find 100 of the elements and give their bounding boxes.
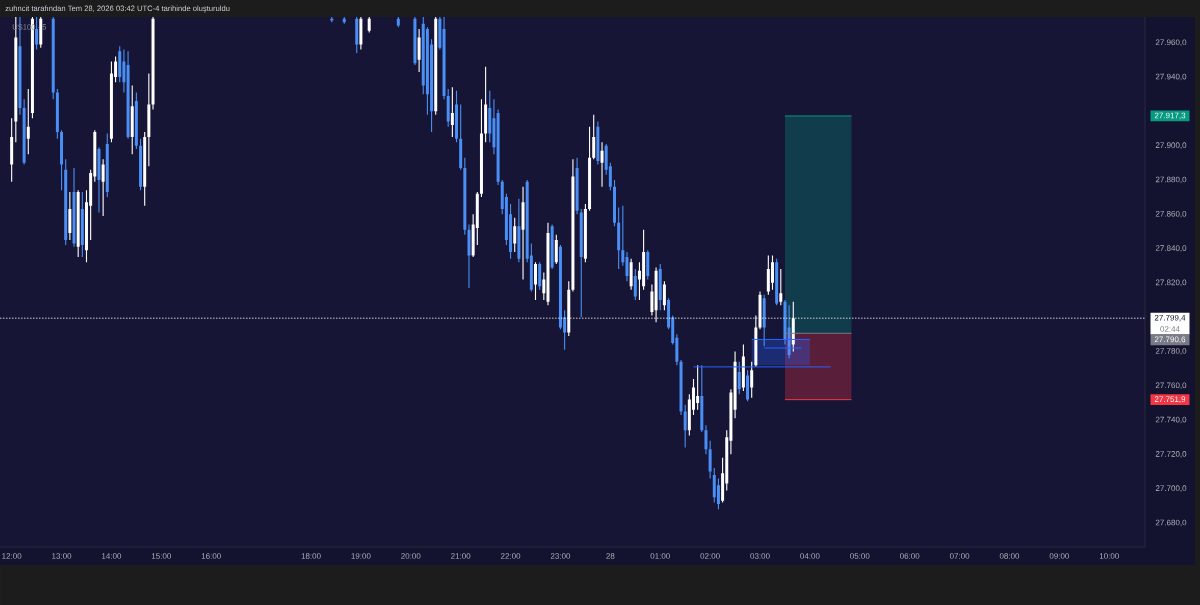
candlestick — [762, 294, 766, 347]
candlestick — [130, 85, 134, 155]
candlestick — [583, 203, 587, 263]
candlestick — [76, 190, 80, 258]
x-tick-label: 23:00 — [550, 553, 571, 559]
y-tick-label: 27.960,0 — [1155, 39, 1187, 47]
candlestick — [775, 258, 779, 306]
y-tick-label: 27.900,0 — [1155, 142, 1187, 149]
x-tick-label: 15:00 — [151, 553, 172, 559]
candlestick — [650, 284, 654, 316]
y-tick-label: 27.820,0 — [1155, 279, 1187, 287]
y-tick-label: 27.760,0 — [1155, 382, 1187, 390]
candlestick — [750, 361, 754, 398]
candlestick — [617, 207, 621, 270]
candlestick — [143, 131, 147, 206]
candlestick — [60, 130, 64, 191]
candlestick — [134, 92, 138, 150]
x-tick-label: 02:00 — [700, 553, 720, 559]
candlestick — [575, 157, 579, 215]
candlestick — [434, 16, 438, 115]
candlestick — [39, 16, 43, 48]
candlestick — [783, 300, 787, 345]
candlestick — [484, 66, 488, 143]
candlestick — [26, 89, 30, 155]
candlestick — [463, 157, 467, 235]
x-tick-label: 13:00 — [52, 553, 72, 559]
candlestick — [10, 118, 14, 182]
candlestick — [737, 361, 741, 395]
candlestick — [51, 16, 55, 100]
y-tick-label: 27.880,0 — [1155, 176, 1187, 184]
candlestick — [455, 90, 459, 143]
candlestick — [513, 217, 517, 252]
x-tick-label: 28 — [606, 553, 615, 559]
candlestick — [122, 49, 126, 93]
x-tick-label: 21:00 — [451, 553, 471, 559]
y-tick-label: 27.780,0 — [1155, 348, 1187, 355]
candlestick — [417, 29, 421, 72]
candlestick — [101, 159, 105, 216]
candlestick — [442, 16, 446, 100]
x-tick-label: 16:00 — [201, 553, 221, 559]
x-tick-label: 07:00 — [949, 553, 970, 559]
y-tick-label: 27.740,0 — [1155, 416, 1187, 424]
ref-line-label: 27.799,4 — [1154, 314, 1186, 322]
text: 27.790,6 — [1154, 336, 1186, 344]
text: 27.917,3 — [1154, 112, 1186, 120]
candlestick — [579, 209, 583, 318]
candlestick — [733, 351, 737, 419]
x-tick-label: 10:00 — [1099, 553, 1119, 559]
candlestick — [367, 16, 371, 33]
x-tick-label: 12:00 — [2, 553, 22, 559]
y-tick-label: 27.860,0 — [1155, 210, 1187, 218]
candlestick — [546, 222, 550, 306]
candlestick — [596, 121, 600, 165]
x-tick-label: 20:00 — [401, 553, 421, 559]
candlestick — [97, 147, 101, 213]
candlestick — [629, 258, 633, 290]
text: 27.751,9 — [1154, 396, 1186, 403]
candlestick — [72, 167, 76, 247]
x-tick-label: 05:00 — [850, 553, 870, 559]
x-tick-label: 14:00 — [102, 553, 122, 559]
candlestick — [646, 250, 650, 280]
candlestick — [359, 16, 363, 50]
x-tick-label: 03:00 — [750, 553, 770, 559]
candlestick — [55, 89, 59, 139]
candlestick — [438, 16, 442, 50]
candlestick — [534, 262, 538, 300]
candlestick — [658, 263, 662, 311]
text: 02:44 — [1160, 326, 1180, 332]
candlestick — [679, 360, 683, 415]
candlestick — [413, 16, 417, 66]
candlestick — [613, 179, 616, 227]
candlestick — [662, 281, 666, 311]
candlestick — [700, 365, 704, 433]
candlestick — [139, 138, 143, 191]
y-tick-label: 27.940,0 — [1155, 73, 1187, 81]
candlestick — [633, 269, 637, 300]
candlestick — [22, 99, 26, 165]
candlestick — [550, 224, 554, 270]
x-tick-label: 22:00 — [500, 553, 521, 559]
candlestick — [105, 133, 109, 198]
x-tick-label: 09:00 — [1049, 553, 1070, 559]
candlestick — [68, 191, 72, 240]
candlestick — [126, 51, 130, 139]
x-tick-label: 04:00 — [800, 553, 820, 559]
x-tick-label: 19:00 — [351, 553, 371, 559]
candlestick — [446, 89, 450, 127]
candlestick — [766, 255, 770, 295]
y-tick-label: 27.720,0 — [1155, 451, 1187, 458]
candlestick — [396, 16, 400, 28]
candlestick — [342, 16, 346, 24]
candlestick — [64, 159, 68, 246]
y-tick-label: 27.700,0 — [1155, 485, 1187, 492]
candlestick — [479, 99, 483, 198]
x-tick-label: 01:00 — [650, 553, 670, 559]
candlestick — [588, 126, 592, 211]
x-tick-label: 08:00 — [999, 553, 1020, 559]
y-tick-label: 27.840,0 — [1155, 245, 1187, 252]
candlestick — [592, 114, 596, 160]
candlestick — [459, 104, 463, 170]
candlestick — [538, 262, 542, 290]
